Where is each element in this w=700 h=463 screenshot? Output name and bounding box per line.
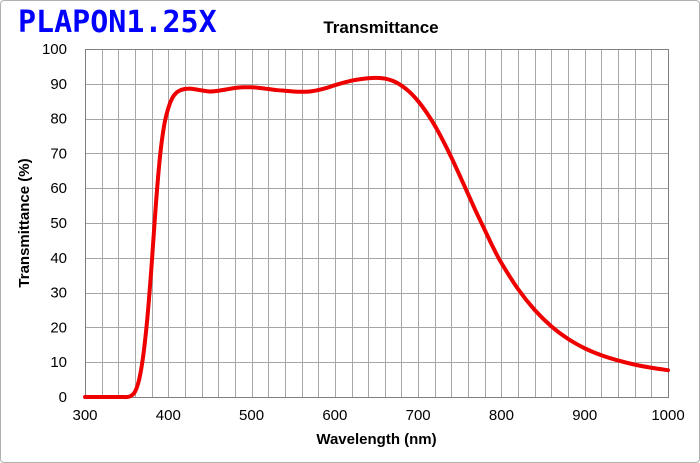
grid [85,49,668,397]
y-tick-label: 50 [50,215,67,232]
x-tick-label: 700 [406,407,431,424]
y-tick-label: 90 [50,76,67,93]
axis-ticks: 0 10 20 30 40 50 60 70 80 90 100 300 400 500 600 700 800… [42,41,685,424]
y-tick-label: 0 [59,389,67,406]
x-tick-label: 400 [156,407,181,424]
y-tick-label: 20 [50,319,67,336]
y-tick-label: 70 [50,145,67,162]
y-tick-label: 40 [50,250,67,267]
y-tick-label: 30 [50,285,67,302]
y-tick-label: 10 [50,354,67,371]
x-tick-label: 900 [572,407,597,424]
product-name: PLAPON1.25X [18,5,217,40]
y-tick-label: 80 [50,111,67,128]
x-tick-label: 500 [239,407,264,424]
x-tick-label: 600 [322,407,347,424]
y-tick-label: 60 [50,180,67,197]
transmittance-series-line [83,75,670,400]
plot-area [85,49,669,398]
series-layer [83,75,670,400]
x-tick-label: 300 [72,407,97,424]
y-tick-label: 100 [42,41,67,58]
x-tick-label: 800 [489,407,514,424]
x-tick-label: 1000 [651,407,684,424]
chart-title: Transmittance [323,18,438,37]
y-axis-title: Transmittance (%) [16,158,33,287]
x-axis-title: Wavelength (nm) [316,431,436,448]
